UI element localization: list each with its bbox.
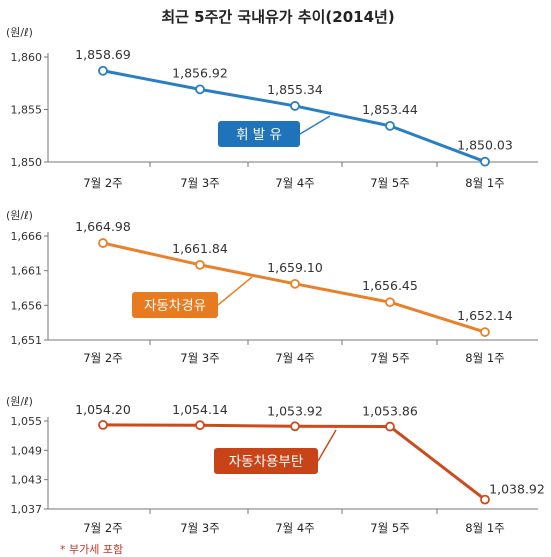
- x-tick-label: 7월 4주: [275, 176, 314, 190]
- legend-leader-line: [317, 429, 337, 462]
- y-tick-label: 1,661: [11, 265, 43, 278]
- data-point: [480, 327, 490, 337]
- chart-panel-2: (원/ℓ) 1,666 1,661 1,656 1,651 7월 2주 7월 3주 7월 4주…: [6, 209, 538, 365]
- y-unit-label: (원/ℓ): [6, 395, 33, 408]
- data-point: [290, 421, 300, 432]
- data-point: [290, 278, 300, 289]
- x-tick-label: 7월 2주: [83, 176, 122, 190]
- y-tick-label: 1,055: [11, 415, 43, 428]
- chart-panel-1: (원/ℓ) 1,860 1,855 1,850 7월 2주 7월 3주 7월 4주 7월 5주…: [6, 26, 538, 190]
- data-label: 1,855.34: [267, 82, 323, 97]
- y-tick-label: 1,656: [11, 299, 43, 312]
- x-tick-label: 7월 2주: [83, 521, 122, 535]
- legend-label: 휘 발 유: [236, 127, 282, 143]
- y-tick-label: 1,850: [11, 156, 43, 169]
- footnote: * 부가세 포함: [60, 543, 123, 556]
- x-tick-label: 7월 3주: [180, 521, 219, 535]
- data-point: [480, 494, 490, 505]
- data-label: 1,053.92: [267, 403, 323, 418]
- y-tick-label: 1,651: [11, 334, 43, 347]
- data-point: [385, 297, 395, 308]
- data-label: 1,858.69: [75, 47, 131, 62]
- data-label: 1,661.84: [172, 241, 228, 256]
- x-tick-label: 7월 3주: [180, 176, 219, 190]
- data-label: 1,856.92: [172, 65, 228, 80]
- data-label: 1,659.10: [267, 260, 323, 275]
- y-tick-label: 1,860: [11, 51, 43, 64]
- data-label: 1,850.03: [457, 138, 513, 153]
- y-tick-label: 1,043: [11, 474, 43, 487]
- data-point: [195, 84, 205, 95]
- data-point: [98, 238, 108, 248]
- data-label: 1,853.44: [362, 102, 418, 117]
- data-point: [385, 120, 395, 131]
- y-tick-label: 1,037: [11, 503, 43, 516]
- x-tick-label: 7월 5주: [370, 351, 409, 365]
- data-point: [385, 421, 395, 432]
- data-point: [98, 65, 108, 76]
- data-label: 1,053.86: [362, 404, 418, 419]
- data-label: 1,054.20: [75, 402, 131, 417]
- y-unit-label: (원/ℓ): [6, 26, 33, 39]
- legend-label: 자동차용부탄: [229, 454, 304, 470]
- x-tick-label: 8월 1주: [465, 351, 504, 365]
- data-label: 1,038.92: [489, 482, 545, 497]
- y-tick-label: 1,049: [11, 444, 43, 457]
- legend-label: 자동차경유: [144, 298, 206, 314]
- data-point: [195, 420, 205, 431]
- data-label: 1,664.98: [75, 219, 131, 234]
- chart-title: 최근 5주간 국내유가 추이(2014년): [161, 8, 394, 26]
- legend-leader-line: [217, 276, 253, 306]
- data-label: 1,652.14: [457, 308, 513, 323]
- x-tick-label: 7월 3주: [180, 351, 219, 365]
- chart-panel-3: (원/ℓ) 1,055 1,049 1,043 1,037 7월 2주 7월 3주 7월 4주…: [6, 395, 545, 535]
- x-tick-label: 7월 5주: [370, 176, 409, 190]
- y-tick-label: 1,666: [11, 230, 43, 243]
- data-point: [290, 101, 300, 111]
- data-point: [195, 259, 205, 270]
- x-tick-label: 7월 5주: [370, 521, 409, 535]
- data-label: 1,054.14: [172, 402, 228, 417]
- x-tick-label: 7월 4주: [275, 521, 314, 535]
- legend-box: [132, 292, 218, 318]
- y-tick-label: 1,855: [11, 104, 43, 117]
- legend-box: [214, 448, 318, 474]
- x-tick-label: 7월 4주: [275, 351, 314, 365]
- x-tick-label: 7월 2주: [83, 351, 122, 365]
- data-point: [98, 420, 108, 430]
- data-label: 1,656.45: [362, 278, 418, 293]
- y-unit-label: (원/ℓ): [6, 209, 33, 222]
- data-point: [480, 156, 490, 167]
- legend-leader-line: [299, 115, 331, 135]
- x-tick-label: 8월 1주: [465, 176, 504, 190]
- legend-box: [218, 121, 300, 147]
- x-tick-label: 8월 1주: [465, 521, 504, 535]
